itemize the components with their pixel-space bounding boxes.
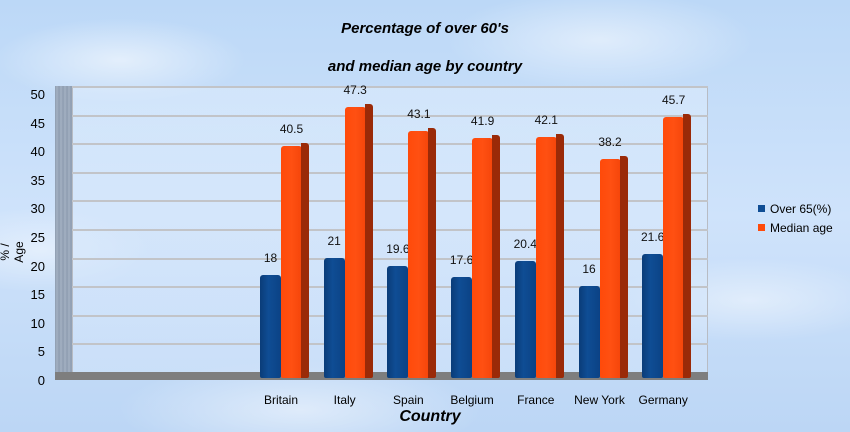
data-label: 16 bbox=[582, 262, 596, 277]
gridline bbox=[72, 200, 708, 203]
legend-swatch-orange bbox=[758, 224, 765, 231]
data-label: 17.6 bbox=[449, 253, 474, 268]
data-label: 20.4 bbox=[513, 237, 537, 252]
bar-median-age-new-york bbox=[599, 159, 621, 378]
data-label: 42.1 bbox=[534, 113, 558, 128]
bar-side-shade bbox=[428, 128, 437, 378]
y-tick-label: 20 bbox=[30, 258, 45, 274]
bar-side-shade bbox=[364, 104, 373, 378]
gridline bbox=[72, 143, 708, 146]
y-tick-label: 35 bbox=[30, 172, 45, 188]
y-tick-label: 0 bbox=[37, 373, 45, 388]
x-axis-label: Country bbox=[399, 408, 461, 425]
y-tick-label: 40 bbox=[30, 144, 45, 160]
data-label: 47.3 bbox=[343, 83, 367, 98]
data-label: 38.2 bbox=[598, 135, 622, 150]
bar-median-age-france bbox=[535, 137, 557, 378]
bar-over-65-new-york bbox=[578, 286, 600, 378]
plot-side-wall bbox=[55, 86, 72, 380]
plot-floor bbox=[55, 372, 708, 380]
bar-side-shade bbox=[301, 143, 309, 378]
bar-over-65-spain bbox=[387, 265, 409, 378]
y-tick-label: 50 bbox=[30, 87, 45, 102]
gridline bbox=[72, 114, 708, 117]
bar-over-65-britain bbox=[260, 275, 281, 378]
x-tick-label: Italy bbox=[333, 393, 356, 407]
bar-over-65-belgium bbox=[451, 277, 473, 378]
data-label: 45.7 bbox=[662, 92, 686, 107]
gridline bbox=[72, 171, 708, 174]
legend-item-over-65: Over 65(%) bbox=[758, 199, 833, 218]
gridline bbox=[72, 229, 708, 231]
bar-side-shade bbox=[619, 156, 628, 378]
x-tick-label: Belgium bbox=[450, 393, 494, 407]
data-label: 43.1 bbox=[407, 107, 431, 122]
legend-label: Median age bbox=[770, 220, 833, 235]
y-tick-label: 15 bbox=[30, 287, 45, 303]
bar-median-age-belgium bbox=[472, 138, 494, 378]
data-label: 21.6 bbox=[641, 230, 665, 245]
x-tick-label: New York bbox=[574, 393, 625, 407]
y-tick-label: 10 bbox=[30, 315, 45, 331]
y-tick-label: 30 bbox=[30, 201, 45, 217]
x-tick-label: Britain bbox=[263, 393, 298, 407]
chart-title-line-2: and median age by country bbox=[327, 58, 523, 75]
bar-median-age-germany bbox=[663, 116, 685, 378]
gridline bbox=[72, 86, 708, 88]
gridline bbox=[72, 257, 708, 260]
legend: Over 65(%) Median age bbox=[758, 199, 833, 237]
y-tick-label: 5 bbox=[37, 344, 45, 360]
y-tick-label: 45 bbox=[30, 115, 45, 131]
chart-title-line-1: Percentage of over 60's bbox=[341, 20, 509, 37]
x-tick-label: Germany bbox=[638, 393, 688, 407]
data-label: 21 bbox=[327, 233, 341, 248]
bar-median-age-britain bbox=[281, 146, 302, 378]
bar-over-65-germany bbox=[642, 254, 664, 378]
data-label: 18 bbox=[263, 251, 278, 266]
data-label: 40.5 bbox=[279, 122, 304, 137]
bar-over-65-italy bbox=[323, 257, 345, 378]
bar-side-shade bbox=[492, 135, 501, 378]
x-tick-label: Spain bbox=[393, 393, 424, 407]
x-tick-label: France bbox=[517, 393, 555, 407]
bar-side-shade bbox=[683, 113, 692, 378]
bar-median-age-spain bbox=[408, 131, 430, 378]
bar-median-age-italy bbox=[344, 107, 366, 378]
data-label: 41.9 bbox=[470, 114, 495, 129]
legend-swatch-blue bbox=[758, 205, 765, 212]
legend-item-median-age: Median age bbox=[758, 218, 833, 237]
data-label: 19.6 bbox=[386, 241, 410, 256]
bar-side-shade bbox=[555, 134, 564, 378]
y-tick-label: 25 bbox=[30, 230, 45, 245]
bar-over-65-france bbox=[514, 261, 536, 378]
legend-label: Over 65(%) bbox=[770, 201, 832, 216]
